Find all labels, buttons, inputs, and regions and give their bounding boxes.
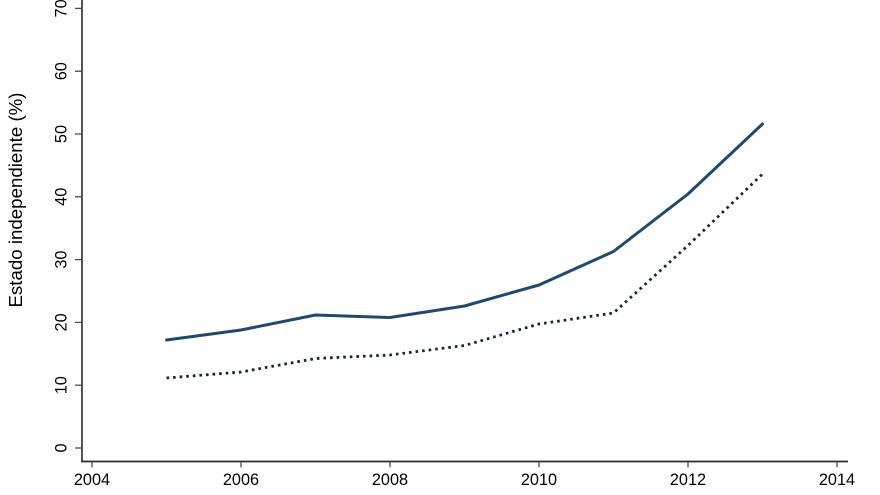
svg-text:60: 60 — [53, 62, 71, 80]
svg-text:70: 70 — [53, 0, 71, 17]
svg-text:30: 30 — [53, 251, 71, 269]
svg-text:50: 50 — [53, 125, 71, 143]
svg-text:2008: 2008 — [372, 471, 408, 489]
svg-text:2004: 2004 — [74, 471, 110, 489]
svg-text:40: 40 — [53, 188, 71, 206]
svg-text:2012: 2012 — [670, 471, 706, 489]
svg-text:2010: 2010 — [521, 471, 557, 489]
svg-text:0: 0 — [53, 443, 71, 452]
svg-text:20: 20 — [53, 313, 71, 331]
svg-text:2006: 2006 — [223, 471, 259, 489]
svg-text:Estado independiente (%): Estado independiente (%) — [5, 92, 26, 307]
svg-text:2014: 2014 — [819, 471, 855, 489]
svg-text:10: 10 — [53, 376, 71, 394]
